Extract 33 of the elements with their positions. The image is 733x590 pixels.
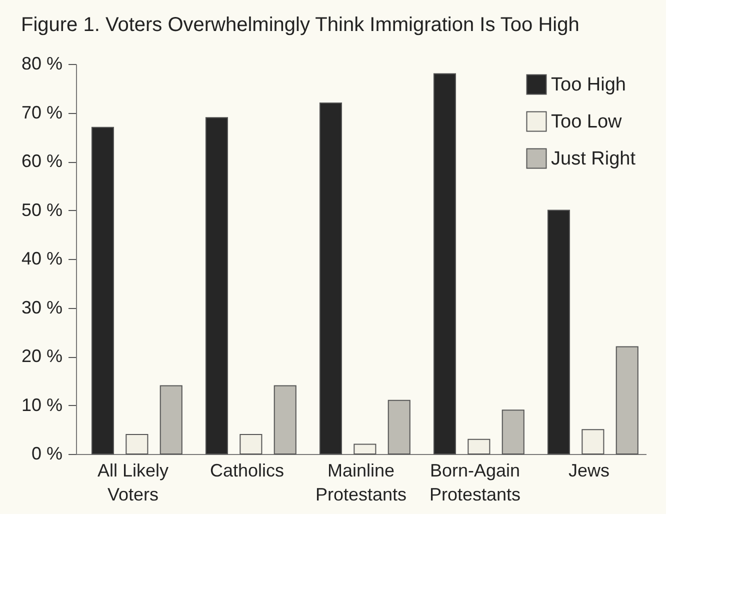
y-tick-label: 20 %: [21, 346, 62, 366]
bar: [433, 73, 456, 454]
x-tick-label: Born-Again Protestants: [429, 460, 521, 504]
bar: [274, 385, 296, 454]
bar: [126, 434, 148, 454]
bar: [319, 102, 342, 454]
y-tick-label: 70 %: [21, 102, 62, 122]
bar: [468, 438, 490, 454]
y-tick-label: 0 %: [31, 444, 62, 464]
bar: [388, 400, 410, 454]
x-tick-label: All Likely Voters: [97, 460, 169, 504]
bar: [616, 346, 638, 454]
bar: [547, 210, 570, 454]
bar: [240, 434, 262, 454]
x-tick-label: Jews: [568, 460, 610, 480]
y-tick-label: 10 %: [21, 394, 62, 415]
y-tick-label: 60 %: [21, 151, 62, 171]
y-tick-label: 50 %: [21, 200, 62, 220]
bar: [354, 444, 376, 454]
y-tick-label: 40 %: [21, 248, 62, 268]
bar: [205, 117, 228, 454]
legend-label: Just Right: [551, 148, 636, 170]
legend-label: Too High: [551, 74, 626, 96]
x-tick-label: Catholics: [210, 460, 284, 480]
y-tick-label: 80 %: [21, 54, 62, 74]
chart-title: Figure 1. Voters Overwhelmingly Think Immigration Is Too High: [20, 14, 580, 36]
bar: [160, 385, 182, 454]
bar: [502, 410, 524, 454]
bar: [91, 126, 114, 454]
x-tick-label: Mainline Protestants: [315, 460, 407, 504]
y-tick-label: 30 %: [21, 297, 62, 318]
legend-label: Too Low: [551, 112, 622, 132]
bar: [582, 429, 604, 454]
